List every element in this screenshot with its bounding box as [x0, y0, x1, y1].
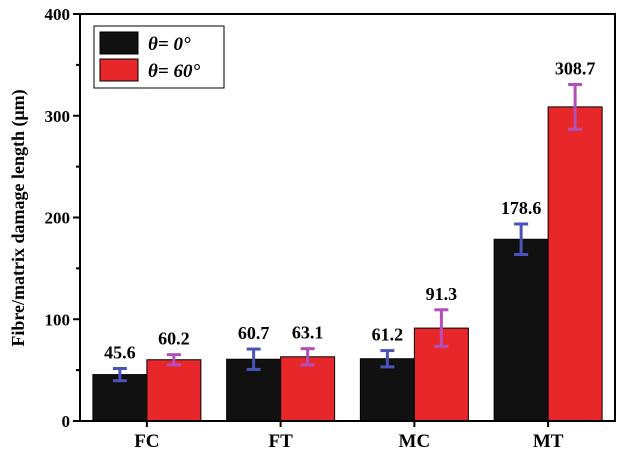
x-tick-label-fc: FC: [134, 431, 159, 452]
value-label-ft-series-2: 63.1: [292, 323, 324, 343]
bar-mt-series-2: [547, 106, 603, 422]
y-tick-label-100: 100: [45, 310, 71, 329]
value-label-fc-series-1: 45.6: [104, 342, 136, 362]
legend-label-series-1: θ= 0°: [148, 34, 191, 55]
bar-fc-series-2: [146, 359, 202, 422]
x-tick-label-mc: MC: [399, 431, 431, 452]
y-tick-label-0: 0: [62, 412, 71, 431]
error-bar-ft-series-1: [246, 347, 261, 371]
error-bar-mt-series-1: [514, 222, 529, 257]
value-label-mt-series-2: 308.7: [555, 59, 596, 79]
legend-swatch-series-1: [99, 31, 139, 55]
error-bar-ft-series-2: [300, 347, 315, 367]
value-label-ft-series-1: 60.7: [238, 323, 270, 343]
y-tick-label-400: 400: [45, 5, 71, 24]
y-tick-label-200: 200: [45, 209, 71, 228]
value-label-fc-series-2: 60.2: [158, 329, 190, 349]
x-tick-label-mt: MT: [533, 431, 564, 452]
legend-label-series-2: θ= 60°: [148, 61, 200, 82]
error-bar-mc-series-2: [434, 308, 449, 348]
y-axis-title: Fibre/matrix damage length (μm): [8, 89, 29, 346]
legend-swatch-series-2: [99, 58, 139, 82]
x-tick-label-ft: FT: [268, 431, 293, 452]
bar-mt-series-1: [493, 238, 549, 422]
value-label-mc-series-2: 91.3: [426, 284, 458, 304]
error-bar-mt-series-2: [568, 83, 583, 131]
y-tick-label-300: 300: [45, 107, 71, 126]
value-label-mc-series-1: 61.2: [372, 325, 404, 345]
error-bar-mc-series-1: [380, 349, 395, 369]
error-bar-fc-series-1: [112, 366, 127, 383]
bar-fc-series-1: [92, 374, 148, 422]
error-bar-fc-series-2: [166, 353, 181, 367]
value-label-mt-series-1: 178.6: [501, 198, 542, 218]
